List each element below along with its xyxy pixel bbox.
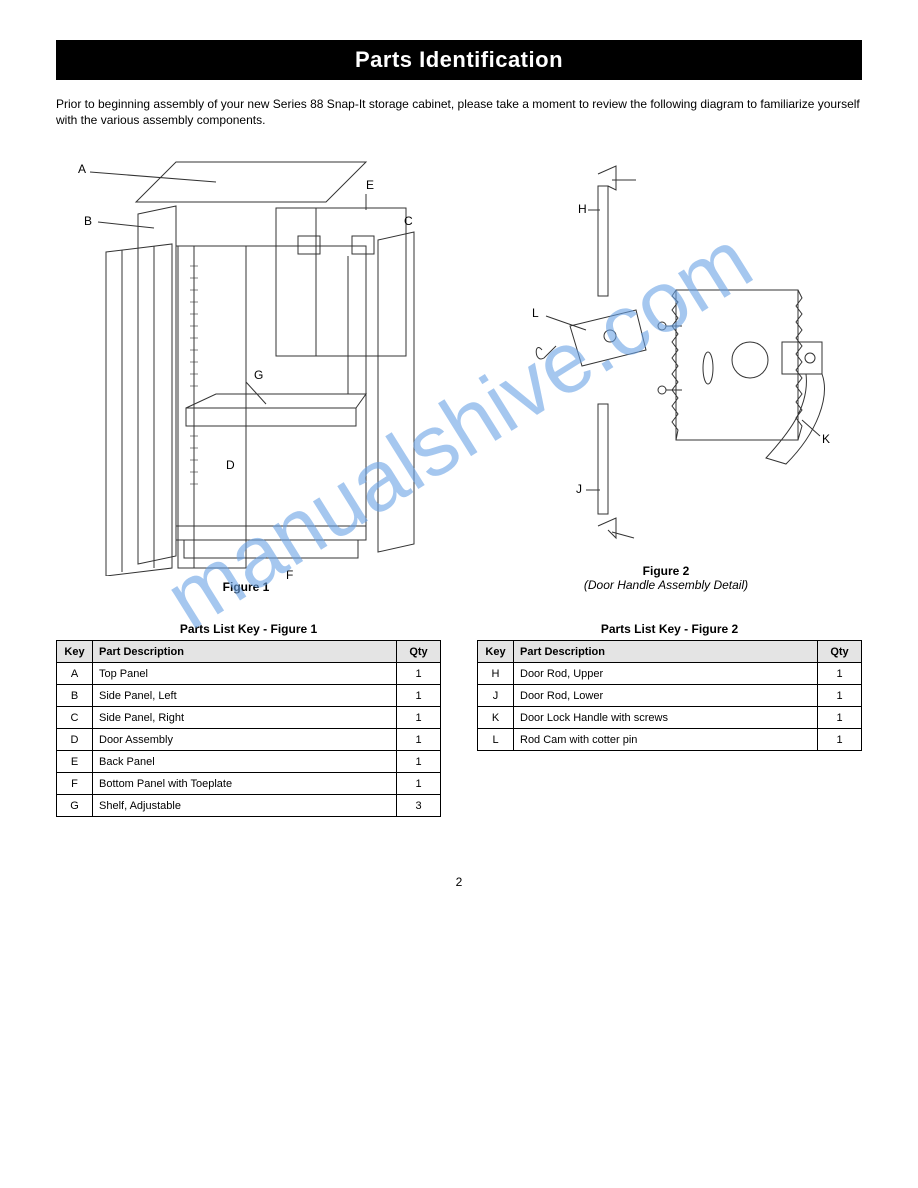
callout-B: B xyxy=(84,214,92,228)
parts-table-2: Key Part Description Qty HDoor Rod, Uppe… xyxy=(477,640,862,751)
callout-E: E xyxy=(366,178,374,192)
table-row: BSide Panel, Left1 xyxy=(57,685,441,707)
cell: 1 xyxy=(397,707,441,729)
callout-H: H xyxy=(578,202,587,216)
cell: Side Panel, Right xyxy=(93,707,397,729)
table-1-wrap: Parts List Key - Figure 1 Key Part Descr… xyxy=(56,622,441,817)
callout-F: F xyxy=(286,568,293,582)
page-title-bar: Parts Identification xyxy=(56,40,862,80)
cell: L xyxy=(478,729,514,751)
cell: A xyxy=(57,663,93,685)
table-row: DDoor Assembly1 xyxy=(57,729,441,751)
cell: 1 xyxy=(397,685,441,707)
table-2-wrap: Parts List Key - Figure 2 Key Part Descr… xyxy=(477,622,862,751)
table-row: EBack Panel1 xyxy=(57,751,441,773)
cell: Door Assembly xyxy=(93,729,397,751)
diagram-row: A B E C G D F Figure 1 xyxy=(56,136,862,616)
table-row: HDoor Rod, Upper1 xyxy=(478,663,862,685)
cell: 1 xyxy=(818,663,862,685)
table-2-caption: Parts List Key - Figure 2 xyxy=(477,622,862,636)
cell: J xyxy=(478,685,514,707)
cell: Shelf, Adjustable xyxy=(93,795,397,817)
callout-G: G xyxy=(254,368,263,382)
cell: Back Panel xyxy=(93,751,397,773)
cell: 1 xyxy=(818,729,862,751)
figure-2: H L J K Figure 2 (Door Handle Assembly D… xyxy=(486,140,846,592)
parts-table-1: Key Part Description Qty ATop Panel1 BSi… xyxy=(56,640,441,817)
t1-h0: Key xyxy=(57,641,93,663)
figure-1-caption: Figure 1 xyxy=(66,580,426,594)
cell: 1 xyxy=(397,729,441,751)
cell: 1 xyxy=(397,773,441,795)
table-row: GShelf, Adjustable3 xyxy=(57,795,441,817)
cell: C xyxy=(57,707,93,729)
figure-2-svg xyxy=(486,140,846,560)
t2-h0: Key xyxy=(478,641,514,663)
callout-A: A xyxy=(78,162,86,176)
cell: 1 xyxy=(818,707,862,729)
cell: H xyxy=(478,663,514,685)
figure-1-svg xyxy=(66,136,426,576)
t2-h1: Part Description xyxy=(514,641,818,663)
intro-paragraph: Prior to beginning assembly of your new … xyxy=(56,96,862,128)
table-1-caption: Parts List Key - Figure 1 xyxy=(56,622,441,636)
page-number: 2 xyxy=(56,875,862,889)
figure-2-caption: Figure 2 xyxy=(486,564,846,578)
figure-2-detail-label: (Door Handle Assembly Detail) xyxy=(486,578,846,592)
table-row: FBottom Panel with Toeplate1 xyxy=(57,773,441,795)
cell: 1 xyxy=(397,751,441,773)
figure-1: A B E C G D F Figure 1 xyxy=(66,136,426,594)
table-row: CSide Panel, Right1 xyxy=(57,707,441,729)
tables-row: Parts List Key - Figure 1 Key Part Descr… xyxy=(56,622,862,817)
callout-K: K xyxy=(822,432,830,446)
cell: D xyxy=(57,729,93,751)
t2-h2: Qty xyxy=(818,641,862,663)
table-row: KDoor Lock Handle with screws1 xyxy=(478,707,862,729)
cell: Door Lock Handle with screws xyxy=(514,707,818,729)
cell: 1 xyxy=(818,685,862,707)
callout-C: C xyxy=(404,214,413,228)
cell: Rod Cam with cotter pin xyxy=(514,729,818,751)
callout-L: L xyxy=(532,306,539,320)
cell: K xyxy=(478,707,514,729)
cell: 3 xyxy=(397,795,441,817)
callout-D: D xyxy=(226,458,235,472)
cell: F xyxy=(57,773,93,795)
cell: E xyxy=(57,751,93,773)
t1-h1: Part Description xyxy=(93,641,397,663)
table-row: LRod Cam with cotter pin1 xyxy=(478,729,862,751)
table-row: JDoor Rod, Lower1 xyxy=(478,685,862,707)
cell: 1 xyxy=(397,663,441,685)
callout-J: J xyxy=(576,482,582,496)
cell: Top Panel xyxy=(93,663,397,685)
t1-h2: Qty xyxy=(397,641,441,663)
cell: Door Rod, Upper xyxy=(514,663,818,685)
table-row: ATop Panel1 xyxy=(57,663,441,685)
cell: Door Rod, Lower xyxy=(514,685,818,707)
cell: B xyxy=(57,685,93,707)
cell: G xyxy=(57,795,93,817)
cell: Side Panel, Left xyxy=(93,685,397,707)
cell: Bottom Panel with Toeplate xyxy=(93,773,397,795)
